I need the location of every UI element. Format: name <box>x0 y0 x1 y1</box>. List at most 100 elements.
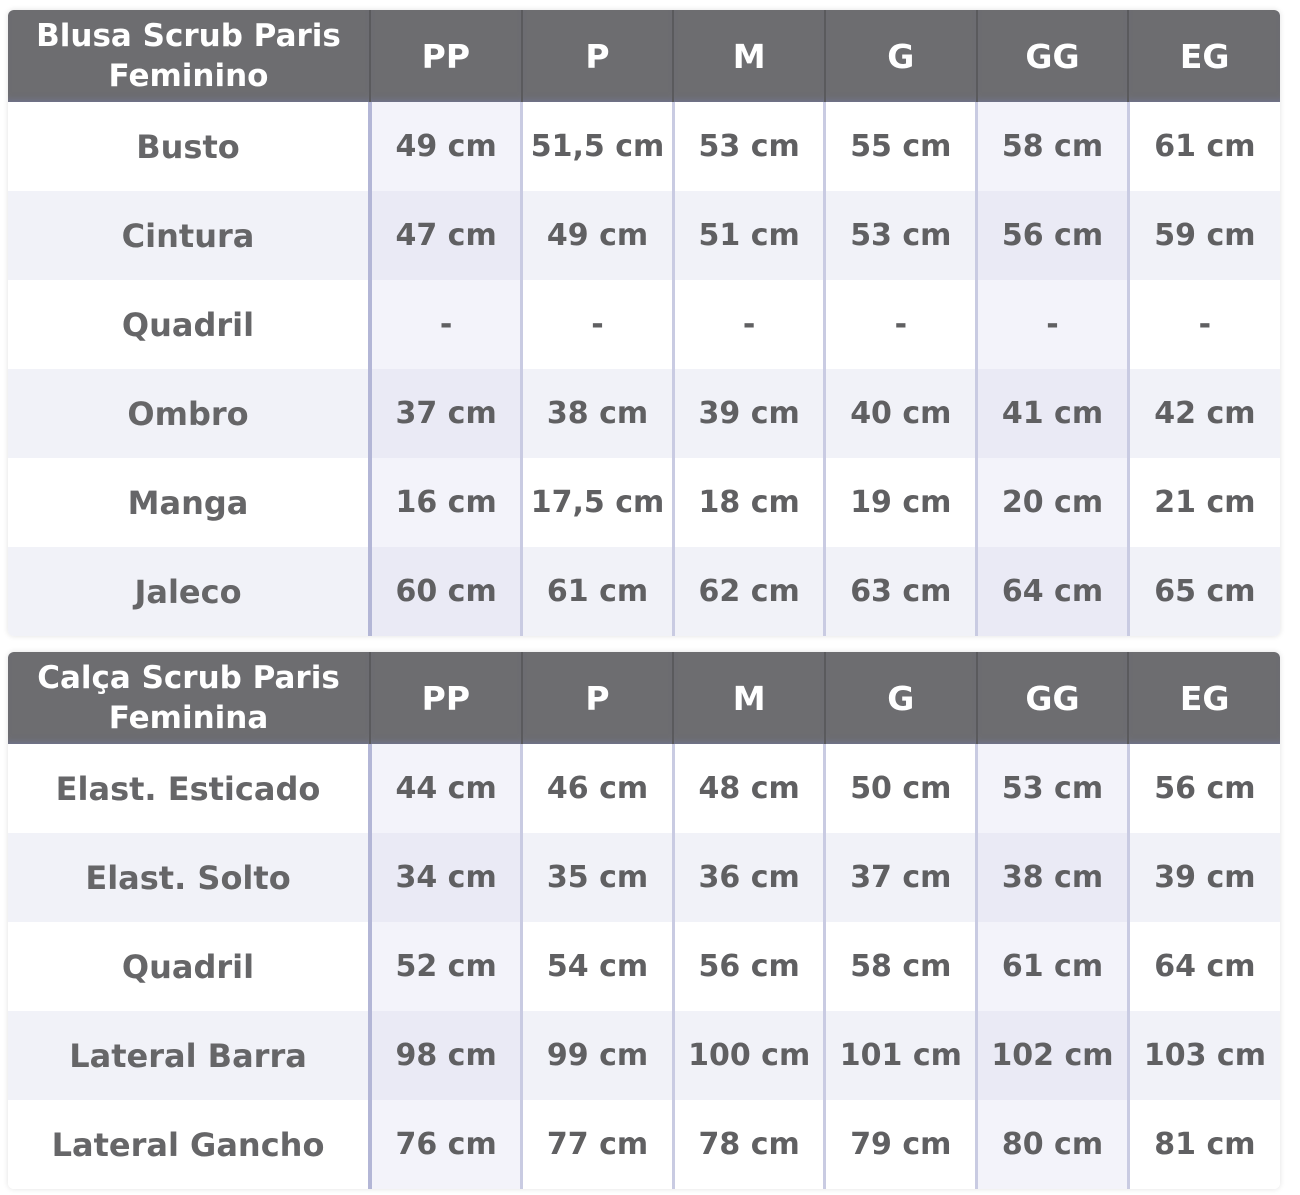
size-header-m: M <box>673 10 826 102</box>
table-title-line1: Calça Scrub Paris <box>37 660 340 696</box>
measurement-cell-m: 18 cm <box>671 458 825 547</box>
measurement-cell-m: 62 cm <box>671 547 825 636</box>
measurement-cell-pp: 52 cm <box>368 922 522 1011</box>
measurement-cell-m: - <box>671 280 825 369</box>
table-body: Elast. Esticado 44 cm 46 cm 48 cm 50 cm 53 cm… <box>8 744 1280 1189</box>
measurement-cell-eg: 42 cm <box>1126 369 1280 458</box>
measurement-cell-p: 38 cm <box>520 369 674 458</box>
table-row: Jaleco 60 cm 61 cm 62 cm 63 cm 64 cm 65 cm <box>8 547 1280 636</box>
size-header-m: M <box>673 652 826 744</box>
calca-size-table: Calça Scrub Paris Feminina PP P M G GG E… <box>8 652 1280 1189</box>
table-row: Busto 49 cm 51,5 cm 53 cm 55 cm 58 cm 61 cm <box>8 102 1280 191</box>
row-label: Lateral Gancho <box>8 1100 371 1189</box>
measurement-cell-gg: 20 cm <box>975 458 1129 547</box>
measurement-cell-m: 39 cm <box>671 369 825 458</box>
measurement-cell-m: 100 cm <box>671 1011 825 1100</box>
table-row: Cintura 47 cm 49 cm 51 cm 53 cm 56 cm 59 cm <box>8 191 1280 280</box>
measurement-cell-pp: 47 cm <box>368 191 522 280</box>
measurement-cell-g: 40 cm <box>823 369 977 458</box>
measurement-cell-eg: - <box>1126 280 1280 369</box>
table-row: Quadril - - - - - - <box>8 280 1280 369</box>
measurement-cell-g: 53 cm <box>823 191 977 280</box>
table-title: Blusa Scrub Paris Feminino <box>8 10 372 102</box>
measurement-cell-eg: 59 cm <box>1126 191 1280 280</box>
row-label: Ombro <box>8 369 371 458</box>
measurement-cell-gg: 41 cm <box>975 369 1129 458</box>
measurement-cell-m: 36 cm <box>671 833 825 922</box>
table-row: Lateral Gancho 76 cm 77 cm 78 cm 79 cm 80 cm 8… <box>8 1100 1280 1189</box>
measurement-cell-gg: - <box>975 280 1129 369</box>
blusa-size-table-container: Blusa Scrub Paris Feminino PP P M G GG E… <box>8 10 1280 636</box>
size-header-g: G <box>824 10 978 102</box>
measurement-cell-eg: 56 cm <box>1126 744 1280 833</box>
measurement-cell-p: 51,5 cm <box>520 102 674 191</box>
measurement-cell-g: 55 cm <box>823 102 977 191</box>
table-row: Elast. Esticado 44 cm 46 cm 48 cm 50 cm 53 cm… <box>8 744 1280 833</box>
row-label: Quadril <box>8 922 371 1011</box>
measurement-cell-m: 53 cm <box>671 102 825 191</box>
measurement-cell-gg: 56 cm <box>975 191 1129 280</box>
size-header-pp: PP <box>370 10 523 102</box>
measurement-cell-pp: 60 cm <box>368 547 522 636</box>
table-body: Busto 49 cm 51,5 cm 53 cm 55 cm 58 cm 61 cm Cin… <box>8 102 1280 636</box>
table-title: Calça Scrub Paris Feminina <box>8 652 372 744</box>
measurement-cell-gg: 102 cm <box>975 1011 1129 1100</box>
table-row: Lateral Barra 98 cm 99 cm 100 cm 101 cm 102 c… <box>8 1011 1280 1100</box>
measurement-cell-m: 56 cm <box>671 922 825 1011</box>
measurement-cell-eg: 64 cm <box>1126 922 1280 1011</box>
row-label: Lateral Barra <box>8 1011 371 1100</box>
size-header-p: P <box>521 10 675 102</box>
measurement-cell-pp: 98 cm <box>368 1011 522 1100</box>
measurement-cell-m: 51 cm <box>671 191 825 280</box>
measurement-cell-g: - <box>823 280 977 369</box>
table-row: Manga 16 cm 17,5 cm 18 cm 19 cm 20 cm 21 cm <box>8 458 1280 547</box>
table-row: Quadril 52 cm 54 cm 56 cm 58 cm 61 cm 64 cm <box>8 922 1280 1011</box>
measurement-cell-pp: 16 cm <box>368 458 522 547</box>
blusa-size-table: Blusa Scrub Paris Feminino PP P M G GG E… <box>8 10 1280 636</box>
measurement-cell-p: - <box>520 280 674 369</box>
size-header-eg: EG <box>1128 652 1280 744</box>
measurement-cell-g: 58 cm <box>823 922 977 1011</box>
measurement-cell-gg: 61 cm <box>975 922 1129 1011</box>
measurement-cell-eg: 21 cm <box>1126 458 1280 547</box>
size-header-eg: EG <box>1128 10 1280 102</box>
measurement-cell-p: 17,5 cm <box>520 458 674 547</box>
header-row: Calça Scrub Paris Feminina PP P M G GG E… <box>8 652 1280 744</box>
measurement-cell-pp: 37 cm <box>368 369 522 458</box>
measurement-cell-pp: 34 cm <box>368 833 522 922</box>
measurement-cell-pp: 76 cm <box>368 1100 522 1189</box>
size-header-gg: GG <box>976 10 1130 102</box>
table-row: Ombro 37 cm 38 cm 39 cm 40 cm 41 cm 42 cm <box>8 369 1280 458</box>
measurement-cell-eg: 81 cm <box>1126 1100 1280 1189</box>
row-label: Elast. Solto <box>8 833 371 922</box>
measurement-cell-g: 101 cm <box>823 1011 977 1100</box>
table-title-line2: Feminina <box>108 700 269 736</box>
measurement-cell-g: 63 cm <box>823 547 977 636</box>
table-title-line2: Feminino <box>108 58 269 94</box>
measurement-cell-gg: 53 cm <box>975 744 1129 833</box>
measurement-cell-gg: 38 cm <box>975 833 1129 922</box>
measurement-cell-p: 49 cm <box>520 191 674 280</box>
measurement-cell-pp: 44 cm <box>368 744 522 833</box>
measurement-cell-pp: 49 cm <box>368 102 522 191</box>
measurement-cell-g: 50 cm <box>823 744 977 833</box>
row-label: Cintura <box>8 191 371 280</box>
row-label: Jaleco <box>8 547 371 636</box>
measurement-cell-eg: 39 cm <box>1126 833 1280 922</box>
measurement-cell-p: 35 cm <box>520 833 674 922</box>
measurement-cell-pp: - <box>368 280 522 369</box>
row-label: Quadril <box>8 280 371 369</box>
measurement-cell-eg: 103 cm <box>1126 1011 1280 1100</box>
size-header-pp: PP <box>370 652 523 744</box>
measurement-cell-gg: 64 cm <box>975 547 1129 636</box>
measurement-cell-p: 99 cm <box>520 1011 674 1100</box>
measurement-cell-p: 61 cm <box>520 547 674 636</box>
measurement-cell-g: 19 cm <box>823 458 977 547</box>
measurement-cell-m: 78 cm <box>671 1100 825 1189</box>
measurement-cell-gg: 58 cm <box>975 102 1129 191</box>
size-header-p: P <box>521 652 675 744</box>
measurement-cell-p: 77 cm <box>520 1100 674 1189</box>
row-label: Busto <box>8 102 371 191</box>
measurement-cell-gg: 80 cm <box>975 1100 1129 1189</box>
row-label: Elast. Esticado <box>8 744 371 833</box>
